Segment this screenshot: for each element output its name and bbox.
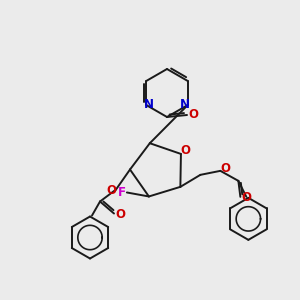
Text: N: N [180, 98, 190, 112]
Text: O: O [188, 109, 198, 122]
Text: F: F [118, 186, 126, 199]
Text: O: O [115, 208, 125, 221]
Text: N: N [144, 98, 154, 112]
Text: O: O [220, 162, 230, 176]
Text: O: O [242, 191, 251, 204]
Text: O: O [106, 184, 116, 197]
Text: O: O [180, 144, 190, 158]
